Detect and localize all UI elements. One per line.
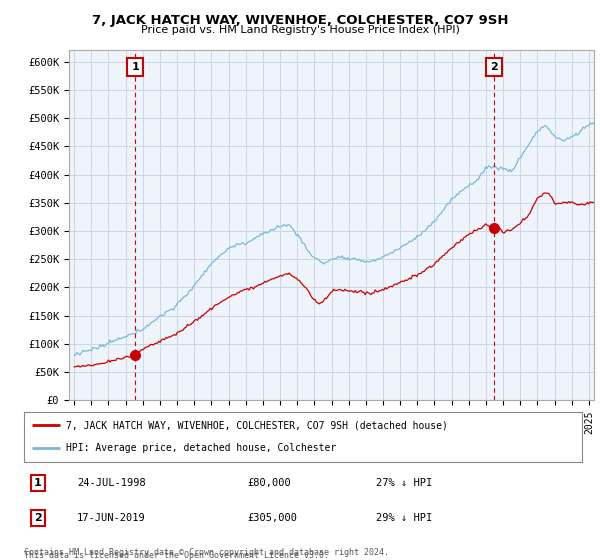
Text: 1: 1 xyxy=(131,62,139,72)
Text: 24-JUL-1998: 24-JUL-1998 xyxy=(77,478,146,488)
Text: This data is licensed under the Open Government Licence v3.0.: This data is licensed under the Open Gov… xyxy=(24,551,329,560)
Text: HPI: Average price, detached house, Colchester: HPI: Average price, detached house, Colc… xyxy=(66,444,336,454)
Text: Contains HM Land Registry data © Crown copyright and database right 2024.: Contains HM Land Registry data © Crown c… xyxy=(24,548,389,557)
Text: 27% ↓ HPI: 27% ↓ HPI xyxy=(376,478,432,488)
Text: 29% ↓ HPI: 29% ↓ HPI xyxy=(376,514,432,523)
Text: 2: 2 xyxy=(34,514,42,523)
Text: 7, JACK HATCH WAY, WIVENHOE, COLCHESTER, CO7 9SH (detached house): 7, JACK HATCH WAY, WIVENHOE, COLCHESTER,… xyxy=(66,420,448,430)
Text: Price paid vs. HM Land Registry's House Price Index (HPI): Price paid vs. HM Land Registry's House … xyxy=(140,25,460,35)
Text: 17-JUN-2019: 17-JUN-2019 xyxy=(77,514,146,523)
Text: 1: 1 xyxy=(34,478,42,488)
Text: £80,000: £80,000 xyxy=(247,478,291,488)
Text: 7, JACK HATCH WAY, WIVENHOE, COLCHESTER, CO7 9SH: 7, JACK HATCH WAY, WIVENHOE, COLCHESTER,… xyxy=(92,14,508,27)
Text: 2: 2 xyxy=(490,62,497,72)
Text: £305,000: £305,000 xyxy=(247,514,297,523)
